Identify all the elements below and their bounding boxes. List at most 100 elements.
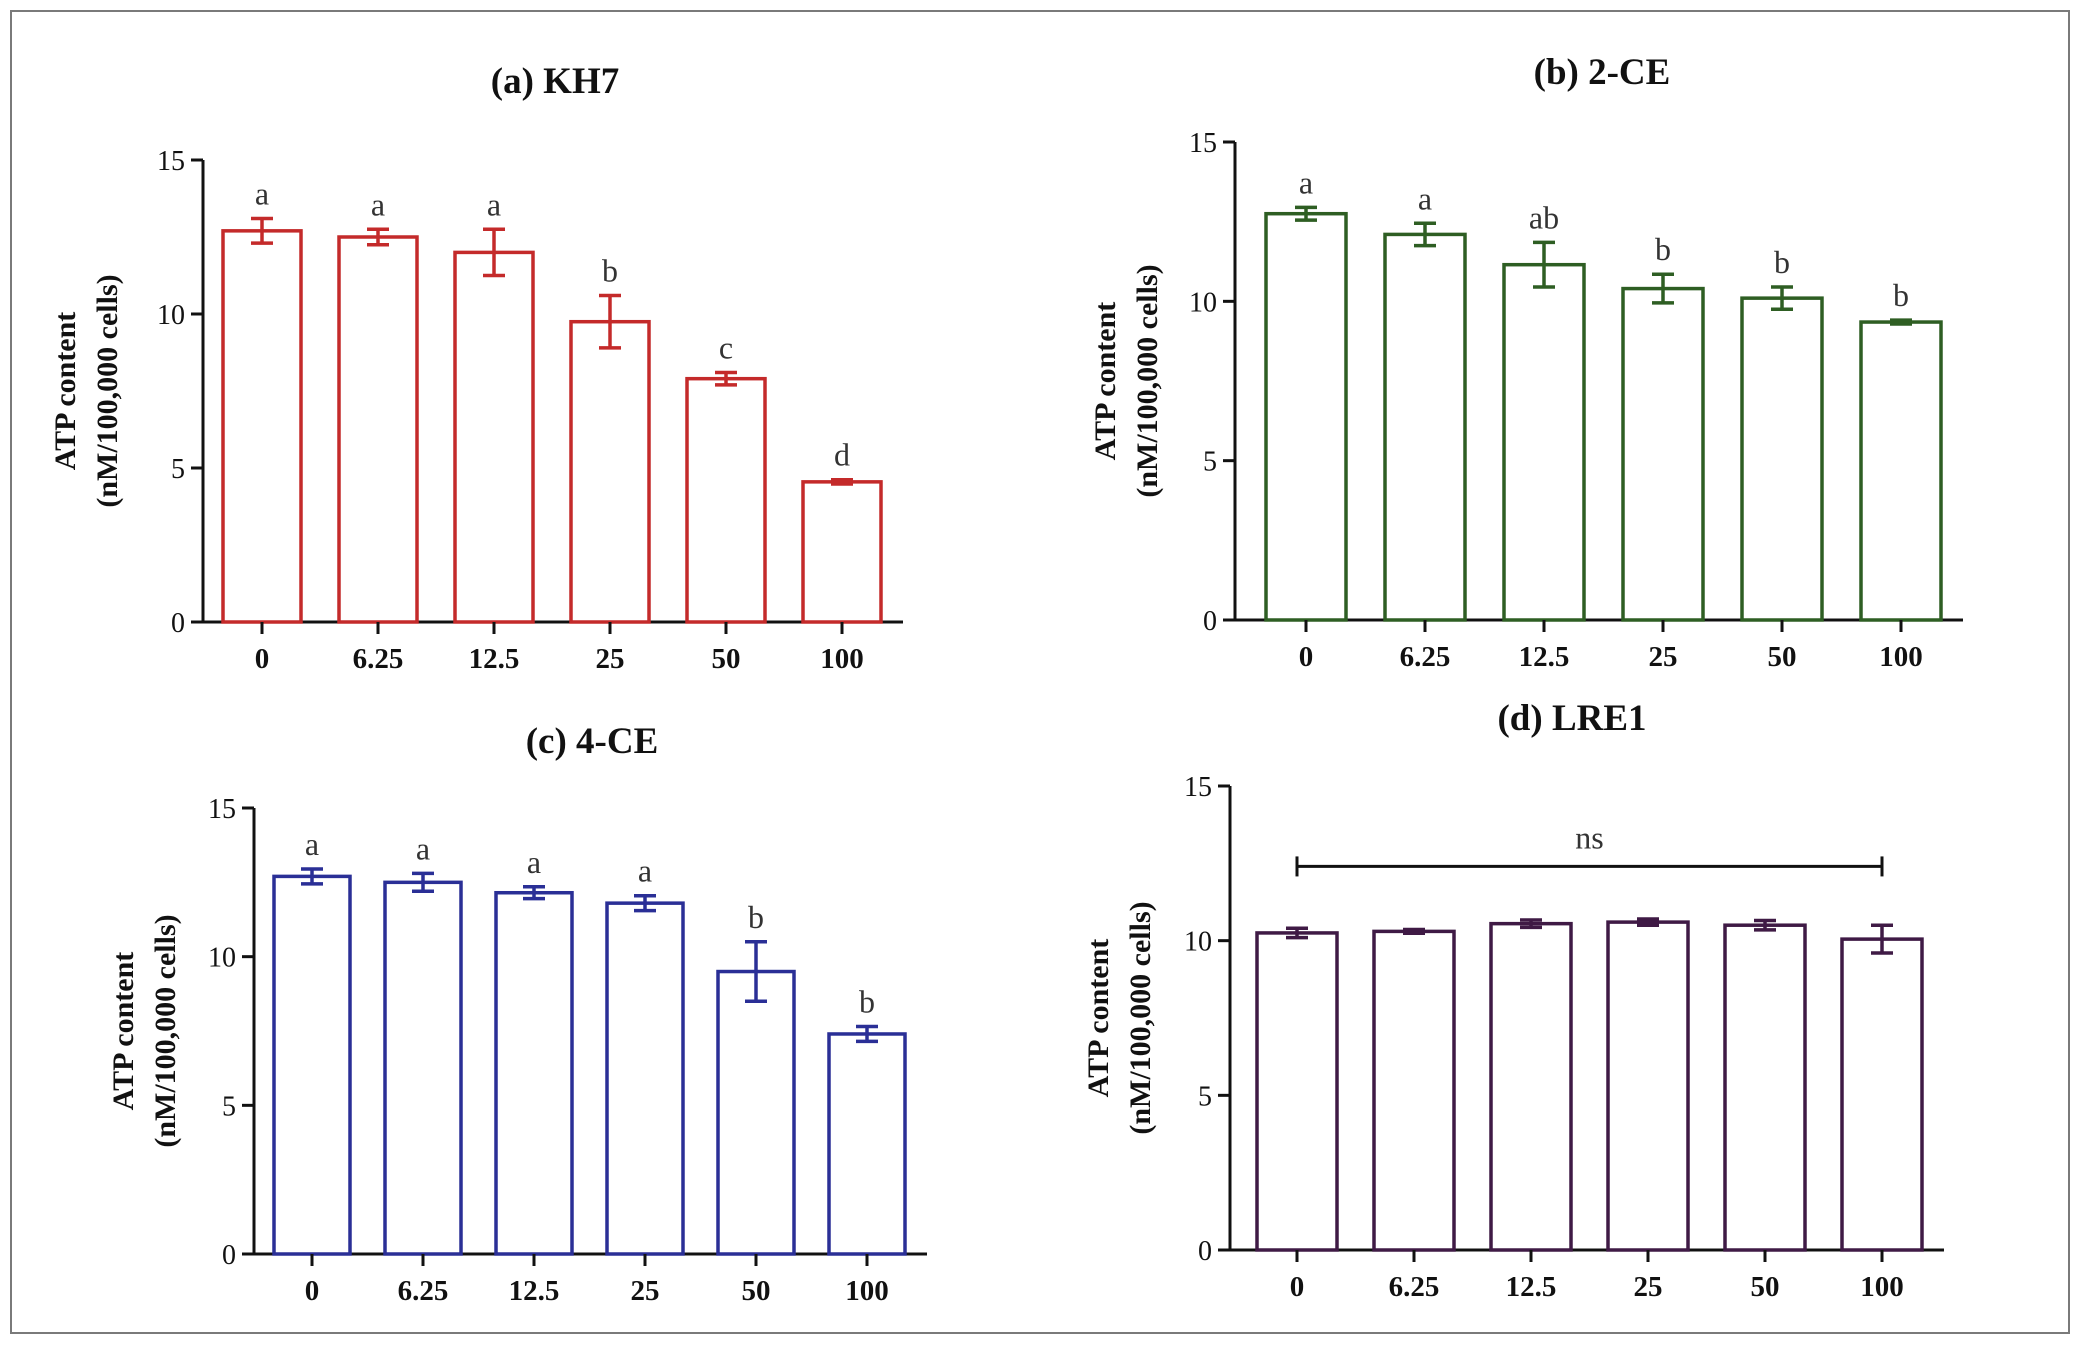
chart-title: (b) 2-CE [1534, 52, 1671, 93]
y-tick-label: 15 [1184, 772, 1212, 803]
significance-letter: a [487, 186, 501, 222]
x-tick-label: 12.5 [1519, 641, 1570, 673]
y-axis-label: (nM/100,000 cells) [91, 274, 124, 507]
significance-letter: b [602, 253, 618, 289]
bar [1255, 931, 1339, 1252]
x-tick-label: 6.25 [398, 1275, 449, 1307]
bar [221, 229, 303, 624]
y-tick-label: 10 [157, 300, 185, 331]
x-tick-label: 25 [1649, 641, 1678, 673]
x-tick-label: 0 [1290, 1271, 1305, 1303]
y-tick-label: 10 [208, 943, 236, 974]
significance-letter: b [1774, 244, 1790, 280]
bar [1383, 232, 1467, 622]
bar [1502, 262, 1586, 622]
significance-letter: a [255, 176, 269, 212]
x-tick-label: 6.25 [353, 643, 404, 675]
bar [1621, 286, 1705, 622]
significance-letter: b [748, 899, 764, 935]
x-tick-label: 100 [1860, 1271, 1904, 1303]
x-tick-label: 50 [712, 643, 741, 675]
chart-title: (d) LRE1 [1497, 698, 1646, 739]
y-axis-label: (nM/100,000 cells) [1131, 264, 1164, 497]
bar [716, 969, 796, 1256]
y-tick-label: 5 [171, 454, 185, 485]
bar [1859, 320, 1943, 622]
bar [1264, 211, 1348, 622]
x-tick-label: 25 [1634, 1271, 1663, 1303]
y-tick-label: 5 [1203, 447, 1217, 478]
bar [801, 480, 883, 624]
bar [1606, 920, 1690, 1252]
y-axis-label: ATP content [1089, 302, 1122, 461]
ns-label: ns [1575, 819, 1603, 855]
bar [494, 890, 574, 1256]
y-axis-label: (nM/100,000 cells) [149, 914, 182, 1147]
bar [1723, 923, 1807, 1252]
bar [1489, 921, 1573, 1252]
significance-letter: ab [1529, 199, 1559, 235]
x-tick-label: 100 [845, 1275, 889, 1307]
significance-letter: a [305, 826, 319, 862]
x-tick-label: 12.5 [1506, 1271, 1557, 1303]
x-tick-label: 6.25 [1389, 1271, 1440, 1303]
bar [569, 319, 651, 624]
significance-letter: b [859, 984, 875, 1020]
y-axis-label: ATP content [1082, 939, 1115, 1098]
panel-d-lre1: (d) LRE1 ATP content (nM/100,000 cells) 0 5 1… [1082, 698, 1944, 1303]
bar [337, 235, 419, 624]
y-tick-label: 15 [1189, 128, 1217, 159]
y-axis-label: (nM/100,000 cells) [1124, 901, 1157, 1134]
bar [272, 874, 352, 1256]
y-tick-label: 0 [222, 1240, 236, 1271]
y-tick-label: 5 [1198, 1081, 1212, 1112]
significance-letter: a [416, 830, 430, 866]
panel-c-4ce: (c) 4-CE ATP content (nM/100,000 cells) 0 5 1… [107, 721, 927, 1307]
bar [827, 1032, 907, 1256]
x-tick-label: 6.25 [1400, 641, 1451, 673]
x-tick-label: 25 [631, 1275, 660, 1307]
significance-letter: a [371, 186, 385, 222]
y-axis-label: ATP content [107, 952, 140, 1111]
x-tick-label: 0 [255, 643, 270, 675]
y-axis-label: ATP content [49, 312, 82, 471]
y-tick-label: 0 [1203, 606, 1217, 637]
y-tick-label: 15 [208, 794, 236, 825]
significance-letter: a [638, 853, 652, 889]
chart-title: (c) 4-CE [526, 721, 659, 762]
chart-title: (a) KH7 [491, 61, 619, 102]
significance-letter: a [527, 844, 541, 880]
significance-letter: d [834, 437, 850, 473]
y-tick-label: 5 [222, 1091, 236, 1122]
significance-letter: a [1418, 180, 1432, 216]
panel-a-kh7: (a) KH7 ATP content (nM/100,000 cells) 0 5 10… [49, 61, 903, 675]
x-tick-label: 50 [742, 1275, 771, 1307]
y-tick-label: 0 [1198, 1236, 1212, 1267]
significance-letter: a [1299, 164, 1313, 200]
bar [605, 901, 685, 1256]
significance-letter: b [1893, 277, 1909, 313]
y-tick-label: 10 [1189, 287, 1217, 318]
x-tick-label: 0 [1299, 641, 1314, 673]
bar [1372, 929, 1456, 1252]
bar [383, 880, 463, 1256]
panel-b-2ce: (b) 2-CE ATP content (nM/100,000 cells) 0 5 1… [1089, 52, 1963, 673]
y-tick-label: 0 [171, 608, 185, 639]
x-tick-label: 50 [1768, 641, 1797, 673]
bar [1740, 296, 1824, 622]
y-tick-label: 10 [1184, 927, 1212, 958]
significance-letter: b [1655, 231, 1671, 267]
x-tick-label: 50 [1751, 1271, 1780, 1303]
bar [453, 250, 535, 624]
y-tick-label: 15 [157, 146, 185, 177]
significance-letter: c [719, 330, 733, 366]
x-tick-label: 25 [596, 643, 625, 675]
bar [1840, 937, 1924, 1252]
x-tick-label: 12.5 [469, 643, 520, 675]
bar [685, 376, 767, 624]
x-tick-label: 100 [1879, 641, 1923, 673]
x-tick-label: 0 [305, 1275, 320, 1307]
x-tick-label: 12.5 [509, 1275, 560, 1307]
x-tick-label: 100 [820, 643, 864, 675]
